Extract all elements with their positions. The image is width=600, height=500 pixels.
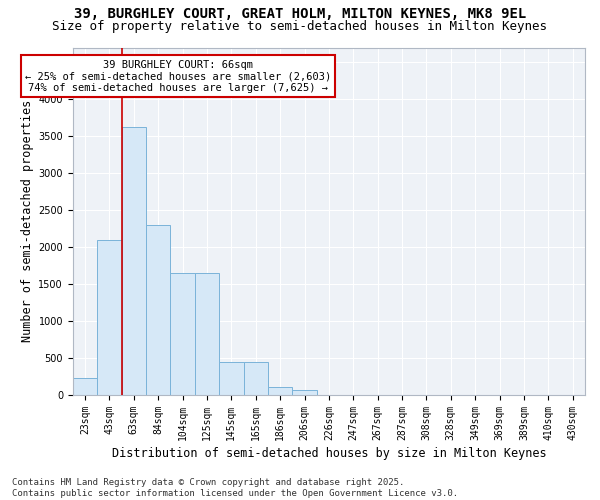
Text: Contains HM Land Registry data © Crown copyright and database right 2025.
Contai: Contains HM Land Registry data © Crown c… [12, 478, 458, 498]
Y-axis label: Number of semi-detached properties: Number of semi-detached properties [21, 100, 34, 342]
Bar [292, 390, 317, 395]
Bar [146, 225, 170, 395]
X-axis label: Distribution of semi-detached houses by size in Milton Keynes: Distribution of semi-detached houses by … [112, 447, 546, 460]
Bar [268, 387, 292, 395]
Text: 39, BURGHLEY COURT, GREAT HOLM, MILTON KEYNES, MK8 9EL: 39, BURGHLEY COURT, GREAT HOLM, MILTON K… [74, 8, 526, 22]
Bar [244, 362, 268, 395]
Bar [219, 362, 244, 395]
Text: Size of property relative to semi-detached houses in Milton Keynes: Size of property relative to semi-detach… [53, 20, 548, 33]
Bar [195, 273, 219, 395]
Bar [122, 128, 146, 395]
Bar [170, 273, 195, 395]
Bar [97, 240, 122, 395]
Bar [73, 378, 97, 395]
Text: 39 BURGHLEY COURT: 66sqm
← 25% of semi-detached houses are smaller (2,603)
74% o: 39 BURGHLEY COURT: 66sqm ← 25% of semi-d… [25, 60, 331, 93]
